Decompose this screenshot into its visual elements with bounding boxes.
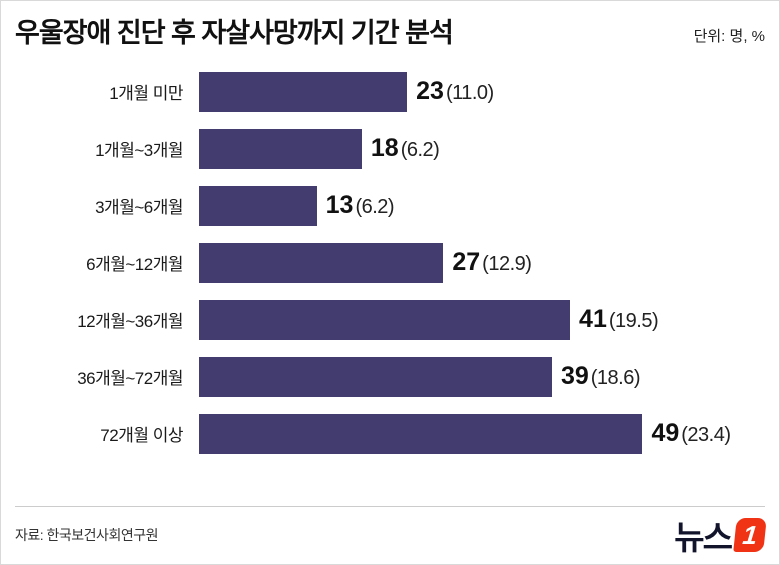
value-label: 23 (11.0) bbox=[416, 77, 494, 106]
bar-row: 72개월 이상 49 (23.4) bbox=[15, 405, 765, 462]
value-count: 41 bbox=[579, 305, 607, 334]
category-label: 3개월~6개월 bbox=[95, 198, 183, 218]
category-label: 36개월~72개월 bbox=[77, 369, 183, 389]
value-label: 39 (18.6) bbox=[560, 362, 641, 391]
value-label: 18 (6.2) bbox=[370, 134, 440, 163]
bar bbox=[199, 185, 317, 226]
news1-logo-mark: 1 bbox=[733, 517, 767, 552]
bar-row: 3개월~6개월 13 (6.2) bbox=[15, 177, 765, 234]
category-label: 1개월 미만 bbox=[109, 84, 183, 104]
value-count: 39 bbox=[560, 362, 589, 391]
bar bbox=[199, 128, 362, 169]
bar bbox=[199, 242, 444, 283]
source-credit: 자료: 한국보건사회연구원 bbox=[15, 526, 158, 543]
bar-row: 1개월~3개월 18 (6.2) bbox=[15, 120, 765, 177]
value-label: 27 (12.9) bbox=[452, 248, 532, 277]
value-count: 49 bbox=[651, 419, 680, 448]
unit-label: 단위: 명, % bbox=[693, 28, 765, 46]
value-percent: (19.5) bbox=[608, 310, 659, 333]
category-label: 72개월 이상 bbox=[100, 426, 183, 446]
value-label: 13 (6.2) bbox=[325, 191, 395, 220]
value-count: 23 bbox=[416, 77, 444, 106]
bar-rows: 1개월 미만 23 (11.0) 1개월~3개월 18 (6.2) 3개월~6개월 13 (6.… bbox=[15, 63, 765, 462]
news1-logo-text: 뉴스 bbox=[674, 518, 733, 556]
value-percent: (11.0) bbox=[445, 82, 494, 105]
value-label: 49 (23.4) bbox=[651, 419, 731, 448]
category-label: 12개월~36개월 bbox=[77, 312, 183, 332]
bar-row: 1개월 미만 23 (11.0) bbox=[15, 63, 765, 120]
news1-logo: 뉴스 1 bbox=[674, 511, 767, 559]
header: 우울장애 진단 후 자살사망까지 기간 분석 단위: 명, % bbox=[15, 17, 765, 49]
value-label: 41 (19.5) bbox=[579, 305, 659, 334]
footer: 자료: 한국보건사회연구원 뉴스 1 bbox=[15, 506, 767, 556]
value-percent: (6.2) bbox=[400, 139, 440, 162]
bar-row: 6개월~12개월 27 (12.9) bbox=[15, 234, 765, 291]
bar-row: 36개월~72개월 39 (18.6) bbox=[15, 348, 765, 405]
bar-row: 12개월~36개월 41 (19.5) bbox=[15, 291, 765, 348]
category-label: 1개월~3개월 bbox=[95, 141, 183, 161]
bar bbox=[199, 71, 408, 112]
value-percent: (12.9) bbox=[482, 253, 532, 276]
value-percent: (6.2) bbox=[355, 196, 395, 219]
page-title: 우울장애 진단 후 자살사망까지 기간 분석 bbox=[15, 18, 454, 48]
bar bbox=[199, 299, 571, 340]
category-label: 6개월~12개월 bbox=[86, 255, 183, 275]
bar-chart: 1개월 미만 23 (11.0) 1개월~3개월 18 (6.2) 3개월~6개월 13 (6.… bbox=[15, 63, 765, 462]
value-percent: (23.4) bbox=[681, 424, 731, 447]
bar bbox=[199, 413, 643, 454]
value-count: 27 bbox=[452, 248, 481, 277]
value-count: 13 bbox=[325, 191, 354, 220]
value-percent: (18.6) bbox=[590, 367, 641, 390]
value-count: 18 bbox=[370, 134, 399, 163]
bar bbox=[199, 356, 552, 397]
